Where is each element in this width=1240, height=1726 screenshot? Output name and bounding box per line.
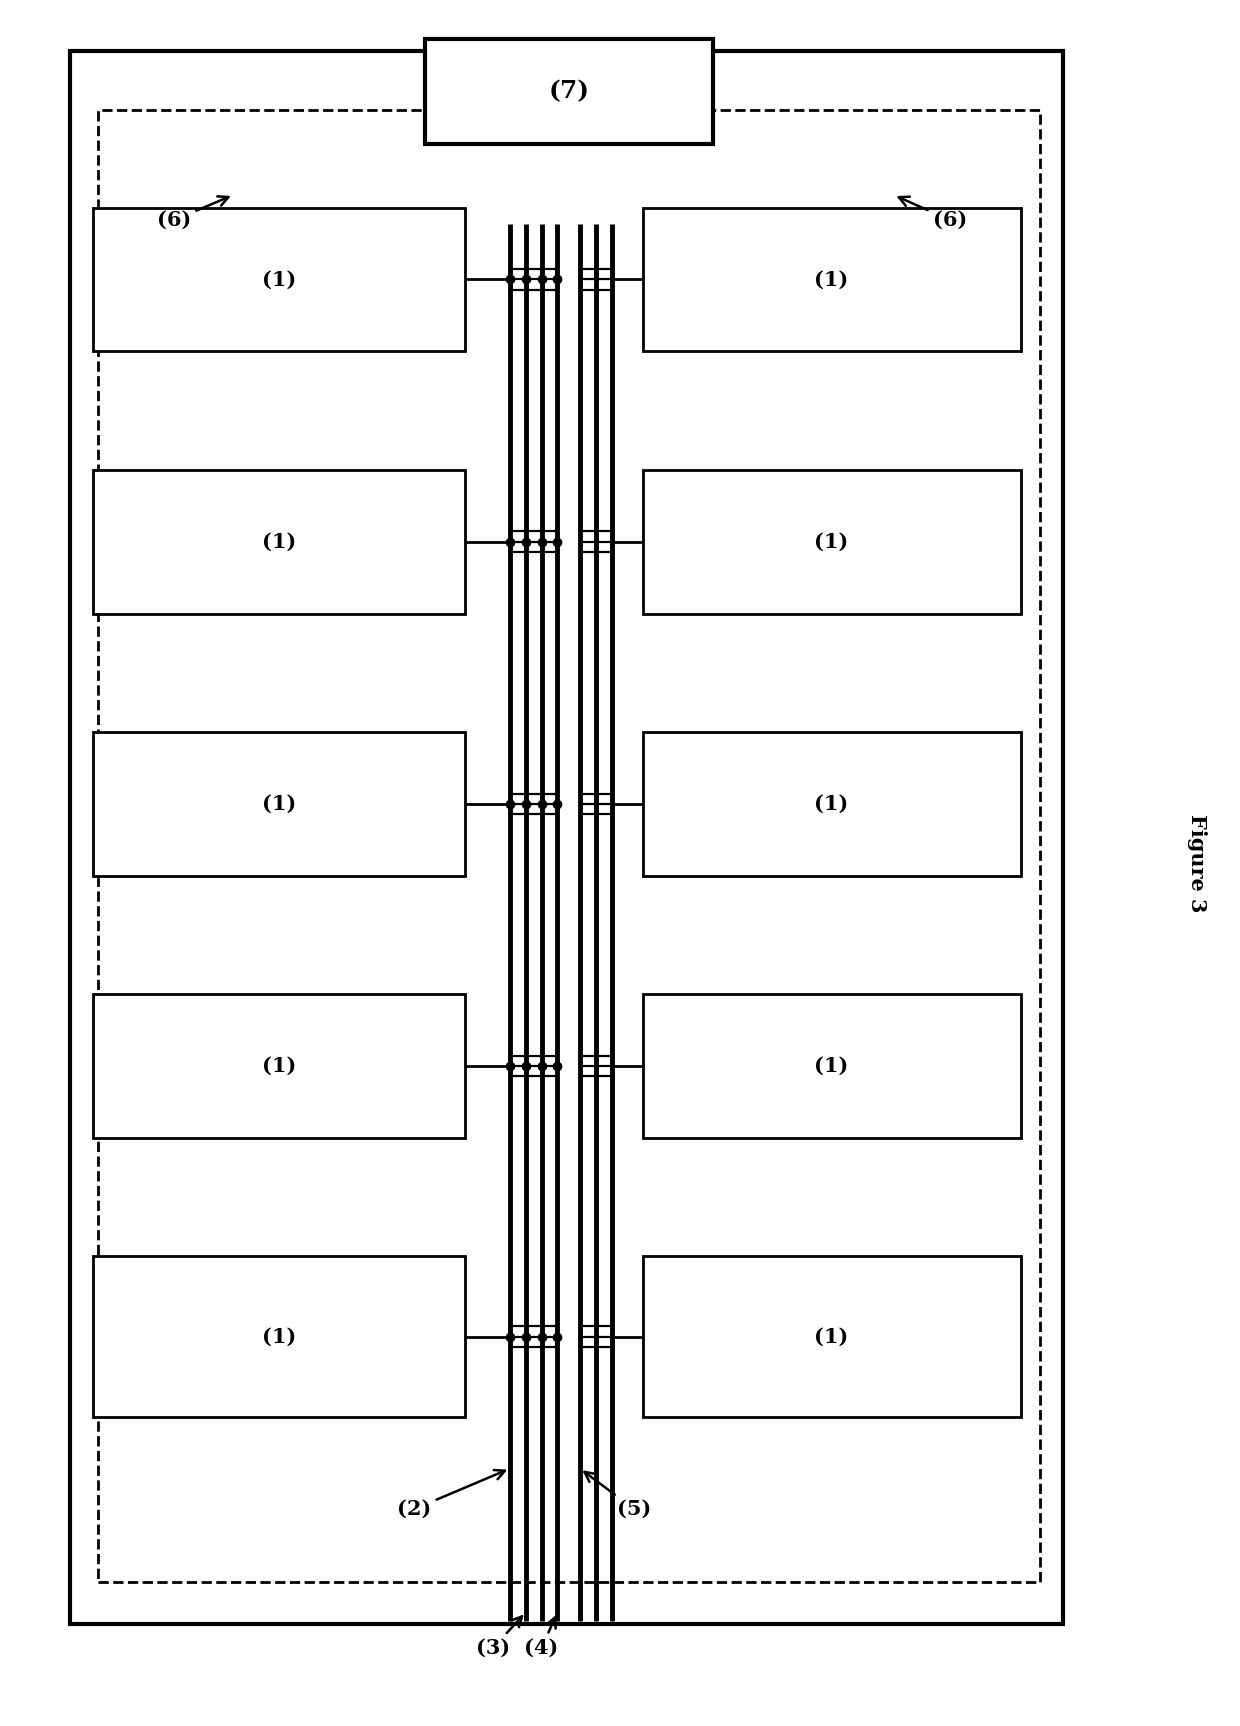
Bar	[642, 207, 1021, 352]
Bar	[425, 40, 713, 145]
Text: (5): (5)	[584, 1472, 651, 1519]
Text: (4): (4)	[525, 1617, 559, 1659]
Text: (7): (7)	[549, 79, 590, 104]
Text: (1): (1)	[262, 532, 296, 552]
Text: (6): (6)	[899, 197, 967, 230]
Bar	[93, 1257, 465, 1417]
Text: (2): (2)	[397, 1471, 505, 1519]
Bar	[93, 207, 465, 352]
Text: (1): (1)	[815, 1327, 848, 1346]
Text: (1): (1)	[815, 269, 848, 290]
Text: (1): (1)	[262, 794, 296, 813]
Text: (1): (1)	[262, 269, 296, 290]
Text: (1): (1)	[815, 1056, 848, 1075]
Bar	[93, 732, 465, 875]
Bar	[98, 110, 1040, 1581]
Text: Figure 3: Figure 3	[1187, 813, 1207, 913]
Bar	[642, 469, 1021, 613]
Bar	[642, 994, 1021, 1137]
Text: (1): (1)	[815, 532, 848, 552]
Text: (1): (1)	[262, 1327, 296, 1346]
Text: (3): (3)	[476, 1617, 522, 1659]
Text: (1): (1)	[262, 1056, 296, 1075]
Text: (1): (1)	[815, 794, 848, 813]
Text: (6): (6)	[156, 197, 228, 230]
Bar	[642, 1257, 1021, 1417]
Bar	[93, 994, 465, 1137]
Bar	[93, 469, 465, 613]
Bar	[642, 732, 1021, 875]
Bar	[69, 52, 1063, 1624]
